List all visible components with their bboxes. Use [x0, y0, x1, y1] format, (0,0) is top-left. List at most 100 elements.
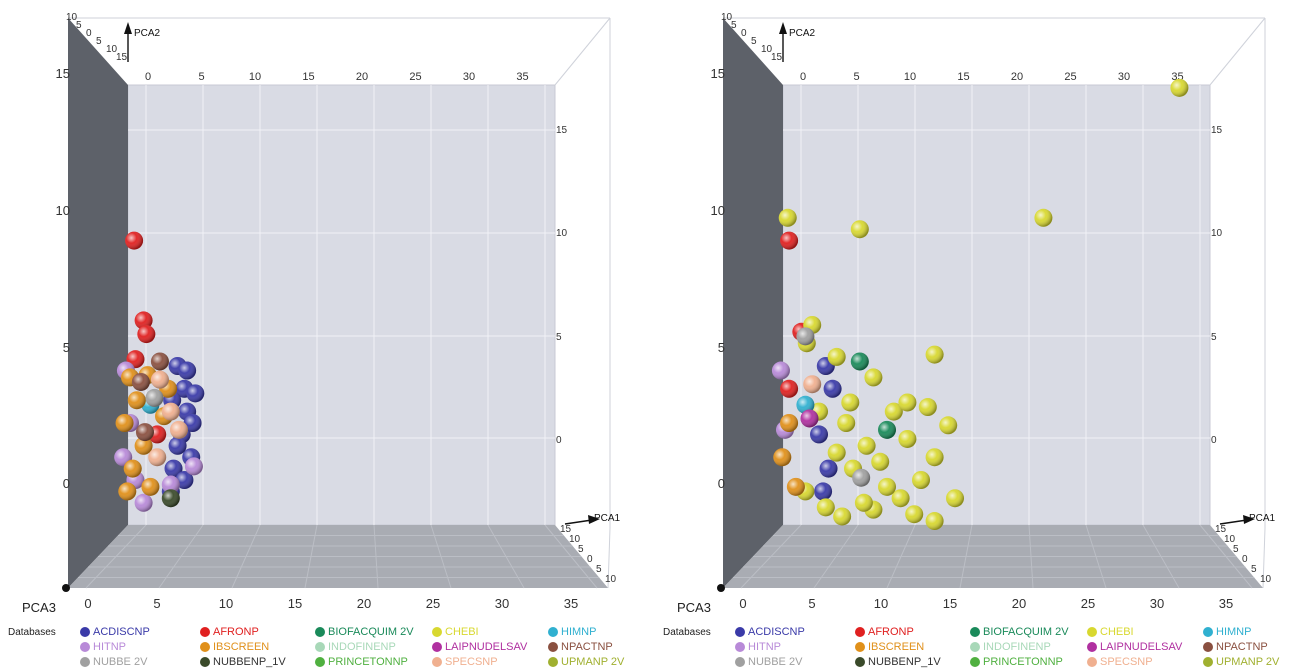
legend-label: AFRONP	[213, 626, 259, 639]
legend-label: CHEBI	[445, 626, 479, 639]
y-tick-label: 5	[63, 340, 70, 355]
data-point-shade	[898, 393, 917, 412]
legend-label: HITNP	[748, 641, 781, 654]
corner-tick-label: 10	[66, 12, 78, 23]
frame-right-bottom	[607, 527, 611, 589]
top-tick-label: 10	[249, 71, 261, 83]
data-point-shade	[780, 414, 799, 432]
legend-label: LAIPNUDELSAV	[445, 641, 528, 654]
right-tick-label: 5	[1211, 332, 1217, 343]
legend-swatch	[1087, 642, 1097, 653]
pca2-arrowhead	[779, 22, 787, 34]
pca2-label: PCA2	[789, 28, 816, 39]
depth-tick-label: 5	[1251, 564, 1257, 575]
pca1-axis-arrow	[1219, 519, 1248, 525]
data-point-shade	[123, 459, 142, 478]
legend-item: CHEBI	[432, 625, 479, 639]
legend-item: NUBBENP_1V	[200, 655, 286, 669]
legend-item: SPECSNP	[432, 655, 498, 669]
data-point-shade	[115, 414, 134, 432]
legend-swatch	[80, 627, 90, 638]
legend-item: HIMNP	[1203, 625, 1251, 639]
legend-label: NUBBENP_1V	[213, 656, 286, 669]
x-tick-label: 10	[219, 596, 233, 611]
pca1-label: PCA1	[1249, 513, 1276, 524]
legend-swatch	[970, 642, 980, 653]
legend-label: UPMANP 2V	[561, 656, 625, 669]
data-point-shade	[771, 361, 790, 380]
legend-label: BIOFACQUIM 2V	[983, 626, 1069, 639]
data-point-shade	[912, 471, 930, 489]
pca1-arrowhead	[1243, 515, 1255, 524]
data-point-shade	[925, 345, 944, 364]
data-point-shade	[823, 379, 842, 398]
legend-item: IBSCREEN	[200, 640, 269, 654]
legend-swatch	[855, 657, 865, 668]
data-point-shade	[827, 443, 846, 462]
pca3-origin-dot	[717, 584, 725, 592]
legend-label: INDOFINENP	[328, 641, 396, 654]
depth-tick-label: 5	[596, 564, 602, 575]
pca1-arrowhead	[588, 515, 600, 524]
data-point-shade	[141, 477, 160, 496]
top-tick-label: 30	[1118, 71, 1130, 83]
data-point-shade	[778, 208, 797, 227]
data-point-shade	[780, 379, 799, 398]
legend-label: SPECSNP	[1100, 656, 1153, 669]
legend-item: SPECSNP	[1087, 655, 1153, 669]
legend-swatch	[315, 627, 325, 638]
legend-label: HIMNP	[561, 626, 597, 639]
legend-swatch	[548, 627, 558, 638]
x-tick-label: 20	[1012, 596, 1026, 611]
legend-swatch	[315, 642, 325, 653]
y-tick-label: 5	[718, 340, 725, 355]
legend-swatch	[1203, 627, 1213, 638]
data-point-shade	[810, 425, 828, 444]
legend-swatch	[735, 642, 745, 653]
top-tick-label: 20	[1011, 71, 1023, 83]
data-point-shade	[178, 361, 197, 380]
x-tick-label: 30	[1150, 596, 1164, 611]
data-point-shade	[819, 459, 838, 478]
data-point-shade	[857, 436, 876, 455]
top-tick-label: 15	[302, 71, 314, 83]
x-tick-label: 5	[153, 596, 160, 611]
x-tick-label: 30	[495, 596, 509, 611]
top-tick-label: 30	[463, 71, 475, 83]
legend-item: BIOFACQUIM 2V	[970, 625, 1069, 639]
depth-tick-label: 10	[1260, 574, 1272, 585]
top-tick-label: 0	[800, 71, 806, 83]
y-tick-label: 0	[718, 476, 725, 491]
data-point-shade	[925, 512, 944, 531]
depth-tick-label: 10	[605, 574, 617, 585]
data-point-shade	[161, 489, 180, 508]
data-point-shade	[134, 436, 153, 455]
data-point-shade	[864, 368, 883, 387]
legend-item: PRINCETONNP	[970, 655, 1063, 669]
legend-label: LAIPNUDELSAV	[1100, 641, 1183, 654]
x-tick-label: 10	[874, 596, 888, 611]
legend-item: HITNP	[735, 640, 781, 654]
pca2-label: PCA2	[134, 28, 161, 39]
legend-item: LAIPNUDELSAV	[1087, 640, 1182, 654]
data-point-shade	[878, 477, 896, 496]
data-point-shade	[803, 375, 822, 394]
legend-item: UPMANP 2V	[548, 655, 624, 669]
legend-swatch	[200, 657, 210, 668]
legend-label: IBSCREEN	[213, 641, 270, 654]
legend-label: PRINCETONNP	[983, 656, 1063, 669]
legend-swatch	[432, 657, 442, 668]
legend-label: CHEBI	[1100, 626, 1134, 639]
legend-item: NPACTNP	[1203, 640, 1268, 654]
data-point-shade	[184, 457, 203, 476]
corner-tick-label: 5	[731, 20, 737, 31]
data-point-shade	[125, 231, 144, 250]
legend-item: ACDISCNP	[735, 625, 805, 639]
legend-swatch	[1087, 657, 1097, 668]
data-point-shade	[854, 493, 873, 512]
data-point-shade	[850, 220, 869, 239]
data-point-shade	[1170, 78, 1189, 97]
legend-swatch	[1087, 627, 1097, 638]
x-tick-label: 5	[808, 596, 815, 611]
frame-right-bottom	[1262, 527, 1266, 589]
